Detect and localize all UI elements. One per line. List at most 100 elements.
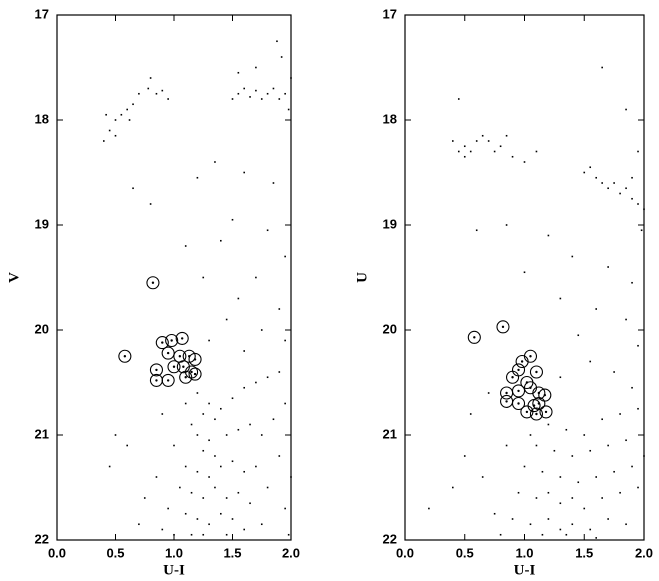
star [143, 497, 146, 499]
x-tick-label: 0.0 [48, 545, 66, 560]
star [243, 528, 245, 531]
dot [517, 389, 520, 393]
star [120, 113, 123, 116]
star [147, 87, 150, 90]
star [190, 533, 193, 536]
ring [467, 330, 481, 344]
star [607, 444, 609, 447]
x-tick-label: 1.5 [223, 545, 241, 560]
star [595, 308, 597, 310]
star [481, 134, 484, 137]
star [625, 439, 627, 442]
star [231, 518, 234, 520]
dot [529, 355, 532, 358]
star [220, 512, 222, 515]
star [601, 66, 603, 69]
star [535, 444, 538, 447]
star [243, 350, 245, 352]
star [237, 428, 240, 431]
star [475, 140, 478, 142]
dot [520, 360, 524, 363]
dot [151, 281, 155, 284]
dot [180, 337, 184, 340]
dot [535, 370, 538, 374]
star [161, 528, 164, 531]
x-axis-label: U-I [514, 562, 536, 578]
star [225, 318, 228, 321]
star [290, 476, 292, 478]
dot [155, 379, 158, 382]
x-tick-label: 1.0 [515, 545, 533, 560]
circled-star [529, 365, 544, 379]
star [184, 402, 187, 405]
star [631, 176, 633, 179]
circled-star [118, 349, 132, 363]
circled-star [188, 352, 202, 366]
star [231, 218, 234, 221]
star [249, 96, 251, 98]
star [571, 255, 574, 258]
star [619, 192, 621, 195]
circled-star [146, 276, 160, 290]
dot [511, 376, 514, 379]
star [167, 507, 169, 510]
star [272, 87, 275, 90]
ring [520, 405, 534, 419]
circled-star [179, 370, 193, 384]
dot [543, 393, 547, 397]
star [208, 476, 210, 478]
star [266, 376, 269, 379]
circled-star [176, 360, 190, 374]
star [631, 465, 633, 468]
star [243, 470, 245, 473]
star [114, 134, 117, 137]
star [643, 208, 645, 211]
circled-star [496, 320, 510, 334]
star [505, 444, 508, 447]
ring [515, 354, 529, 369]
circled-star [515, 354, 529, 369]
star [493, 512, 496, 515]
star [249, 502, 251, 505]
dot [505, 400, 508, 403]
star [565, 533, 568, 536]
star [108, 465, 111, 468]
star [237, 92, 240, 95]
dot [505, 391, 508, 395]
star [631, 197, 633, 200]
star [126, 108, 128, 111]
y-tick-label: 20 [383, 321, 397, 336]
star [214, 455, 216, 457]
star [220, 239, 222, 242]
star [202, 533, 205, 536]
ring [188, 367, 202, 381]
dot [190, 370, 193, 374]
star [499, 145, 502, 148]
star [481, 476, 484, 478]
star [589, 166, 592, 169]
star [505, 224, 508, 226]
dot [517, 368, 520, 372]
star [208, 339, 210, 342]
circled-star [467, 330, 481, 344]
star [625, 108, 627, 111]
ring [146, 276, 160, 290]
star [571, 523, 574, 526]
star [547, 518, 550, 520]
star [138, 92, 140, 95]
star [452, 140, 454, 142]
star [637, 203, 639, 205]
star [284, 339, 286, 342]
x-tick-label: 0.5 [456, 545, 474, 560]
star [601, 418, 603, 421]
star [278, 371, 281, 373]
star [190, 423, 193, 426]
dot [517, 402, 520, 405]
star [284, 402, 286, 405]
star [255, 89, 257, 92]
star [149, 203, 152, 205]
star [272, 418, 275, 421]
dot [166, 379, 170, 382]
circled-star [175, 331, 189, 345]
star [280, 56, 283, 58]
